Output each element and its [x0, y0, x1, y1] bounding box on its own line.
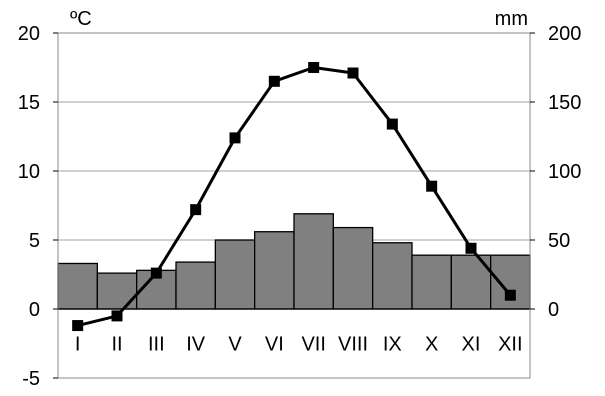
month-label: IV [186, 334, 206, 356]
month-label: VIII [338, 334, 368, 356]
precipitation-bar [411, 254, 452, 310]
temperature-markers [72, 62, 516, 332]
left-tick-label: 15 [18, 92, 40, 114]
left-tick-label: 20 [18, 23, 40, 45]
left-tick-label: 10 [18, 161, 40, 183]
left-axis-ticks: 20 15 10 5 0 -5 [18, 23, 40, 390]
temperature-marker [268, 75, 280, 87]
month-label: X [425, 334, 438, 356]
precipitation-bar [57, 262, 98, 310]
precipitation-bars [57, 213, 531, 310]
precipitation-bar [332, 226, 374, 310]
temperature-marker [504, 289, 516, 301]
temperature-marker [229, 132, 241, 144]
right-tick-label: 100 [548, 161, 581, 183]
temperature-marker [386, 118, 398, 130]
temperature-marker [111, 310, 123, 322]
temperature-marker [190, 204, 202, 216]
plot-frame [53, 32, 535, 379]
precipitation-bar [490, 254, 531, 310]
left-axis-unit-label: ºC [70, 8, 92, 30]
precipitation-bar [96, 272, 138, 310]
temperature-marker [426, 180, 438, 192]
precipitation-bar [214, 239, 256, 310]
month-label: III [148, 334, 165, 356]
precipitation-bar [254, 231, 295, 310]
month-label: II [111, 334, 122, 356]
precipitation-bar [372, 242, 413, 310]
month-label: I [75, 334, 81, 356]
x-axis-ticks: I II III IV V VI VII VIII IX X XI XII [75, 334, 523, 356]
temperature-marker [72, 320, 84, 332]
plot-border [57, 32, 531, 379]
temperature-marker [347, 67, 359, 79]
right-tick-label: 50 [548, 230, 570, 252]
left-tick-label: 0 [29, 299, 40, 321]
month-label: XI [462, 334, 481, 356]
precipitation-bar [293, 213, 334, 310]
left-tick-label: -5 [22, 368, 40, 390]
precipitation-bar [175, 261, 216, 310]
right-tick-label: 150 [548, 92, 581, 114]
month-label: VII [301, 334, 325, 356]
temperature-marker [465, 242, 477, 254]
temperature-series-line [77, 66, 512, 328]
month-label: VI [265, 334, 284, 356]
month-label: XII [498, 334, 522, 356]
right-tick-label: 200 [548, 23, 581, 45]
temperature-marker [308, 62, 320, 73]
right-axis-unit-label: mm [495, 8, 528, 30]
temperature-marker [150, 267, 162, 279]
right-tick-label: 0 [548, 299, 559, 321]
month-label: V [228, 334, 242, 356]
temperature-line [77, 66, 512, 328]
right-axis-ticks: 200 150 100 50 0 [548, 23, 581, 321]
month-label: IX [383, 334, 402, 356]
left-tick-label: 5 [29, 230, 40, 252]
